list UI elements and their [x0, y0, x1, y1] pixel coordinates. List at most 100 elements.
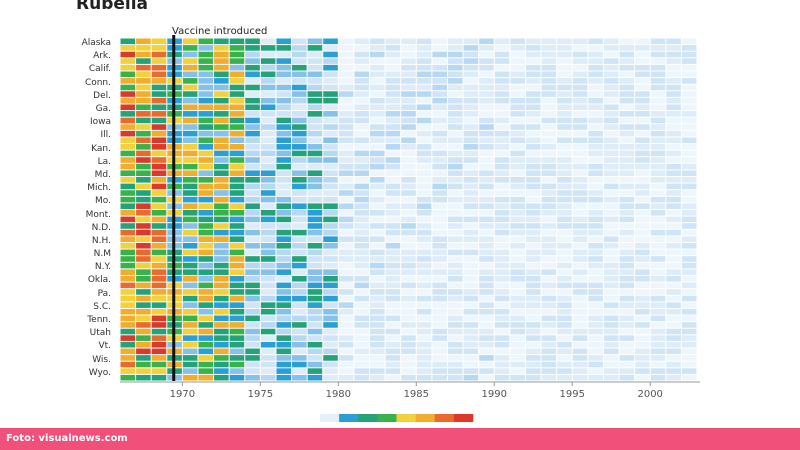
heatmap-cell [198, 45, 214, 51]
heatmap-cell [619, 302, 635, 308]
heatmap-cell [136, 91, 151, 97]
heatmap-cell [510, 91, 525, 97]
heatmap-cell [338, 229, 354, 236]
heatmap-cell [541, 45, 557, 51]
heatmap-cell [510, 341, 525, 348]
heatmap-cell [120, 249, 136, 256]
heatmap-cell [385, 71, 401, 78]
heatmap-cell [541, 249, 557, 256]
heatmap-cell [323, 295, 338, 302]
heatmap-cell [260, 117, 276, 124]
heatmap-cell [229, 269, 245, 275]
heatmap-cell [635, 150, 650, 157]
heatmap-cell [354, 78, 370, 84]
heatmap-cell [198, 256, 214, 262]
heatmap-cell [541, 210, 557, 216]
heatmap-cell [666, 361, 681, 368]
heatmap-cell [260, 130, 276, 137]
heatmap-cell [588, 64, 603, 71]
heatmap-cell [198, 328, 214, 335]
heatmap-cell [525, 302, 541, 308]
heatmap-cell [541, 111, 557, 117]
heatmap-cell [650, 157, 666, 163]
heatmap-cell [151, 275, 167, 282]
heatmap-cell [541, 335, 557, 341]
heatmap-cell [650, 282, 666, 289]
heatmap-cell [447, 262, 463, 269]
heatmap-cell [619, 51, 635, 58]
heatmap-cell [416, 223, 432, 229]
heatmap-cell [338, 315, 354, 322]
heatmap-cell [182, 124, 198, 130]
heatmap-cell [229, 322, 245, 328]
heatmap-cell [182, 78, 198, 84]
row-label: Calif. [88, 64, 111, 75]
heatmap-cell [120, 242, 136, 249]
heatmap-cell [557, 45, 572, 51]
heatmap-cell [588, 190, 603, 196]
heatmap-cell [214, 275, 229, 282]
heatmap-cell [323, 210, 338, 216]
heatmap-cell [588, 295, 603, 302]
heatmap-cell [214, 190, 229, 196]
heatmap-cell [245, 144, 260, 150]
heatmap-cell [681, 355, 697, 361]
heatmap-cell [479, 71, 494, 78]
heatmap-cell [385, 242, 401, 249]
heatmap-cell [463, 348, 479, 355]
heatmap-cell [136, 97, 151, 104]
heatmap-cell [494, 262, 510, 269]
heatmap-cell [136, 302, 151, 308]
heatmap-cell [136, 84, 151, 91]
heatmap-cell [557, 361, 572, 368]
heatmap-cell [557, 38, 572, 45]
heatmap-cell [603, 361, 619, 368]
heatmap-cell [323, 130, 338, 137]
heatmap-cell [401, 282, 416, 289]
heatmap-cell [557, 124, 572, 130]
heatmap-cell [136, 269, 151, 275]
heatmap-cell [557, 170, 572, 177]
heatmap-cell [635, 196, 650, 203]
heatmap-cell [666, 203, 681, 209]
heatmap-cell [447, 249, 463, 256]
heatmap-cell [354, 137, 370, 144]
heatmap-cell [182, 196, 198, 203]
heatmap-cell [557, 223, 572, 229]
heatmap-cell [541, 71, 557, 78]
heatmap-cell [307, 361, 323, 368]
heatmap-cell [260, 308, 276, 315]
heatmap-cell [401, 130, 416, 137]
heatmap-cell [276, 210, 292, 216]
heatmap-cell [510, 163, 525, 170]
heatmap-cell [120, 163, 136, 170]
heatmap-cell [276, 256, 292, 262]
heatmap-cell [214, 64, 229, 71]
heatmap-cell [463, 137, 479, 144]
heatmap-cell [214, 183, 229, 190]
heatmap-cell [276, 203, 292, 209]
heatmap-cell [572, 71, 588, 78]
heatmap-cell [525, 58, 541, 64]
heatmap-cell [635, 91, 650, 97]
heatmap-cell [229, 124, 245, 130]
heatmap-cell [151, 262, 167, 269]
heatmap-cell [292, 275, 307, 282]
row-label: Kan. [91, 143, 111, 154]
heatmap-cell [120, 302, 136, 308]
heatmap-cell [525, 262, 541, 269]
heatmap-cell [432, 104, 447, 111]
heatmap-cell [572, 104, 588, 111]
heatmap-cell [307, 38, 323, 45]
heatmap-cell [354, 229, 370, 236]
heatmap-cell [136, 282, 151, 289]
heatmap-cell [463, 51, 479, 58]
heatmap-cell [120, 144, 136, 150]
photo-credit: Foto: visualnews.com [6, 433, 128, 444]
heatmap-cell [416, 242, 432, 249]
heatmap-cell [120, 368, 136, 374]
heatmap-cell [385, 104, 401, 111]
heatmap-cell [354, 97, 370, 104]
heatmap-cell [557, 91, 572, 97]
heatmap-cell [151, 236, 167, 242]
